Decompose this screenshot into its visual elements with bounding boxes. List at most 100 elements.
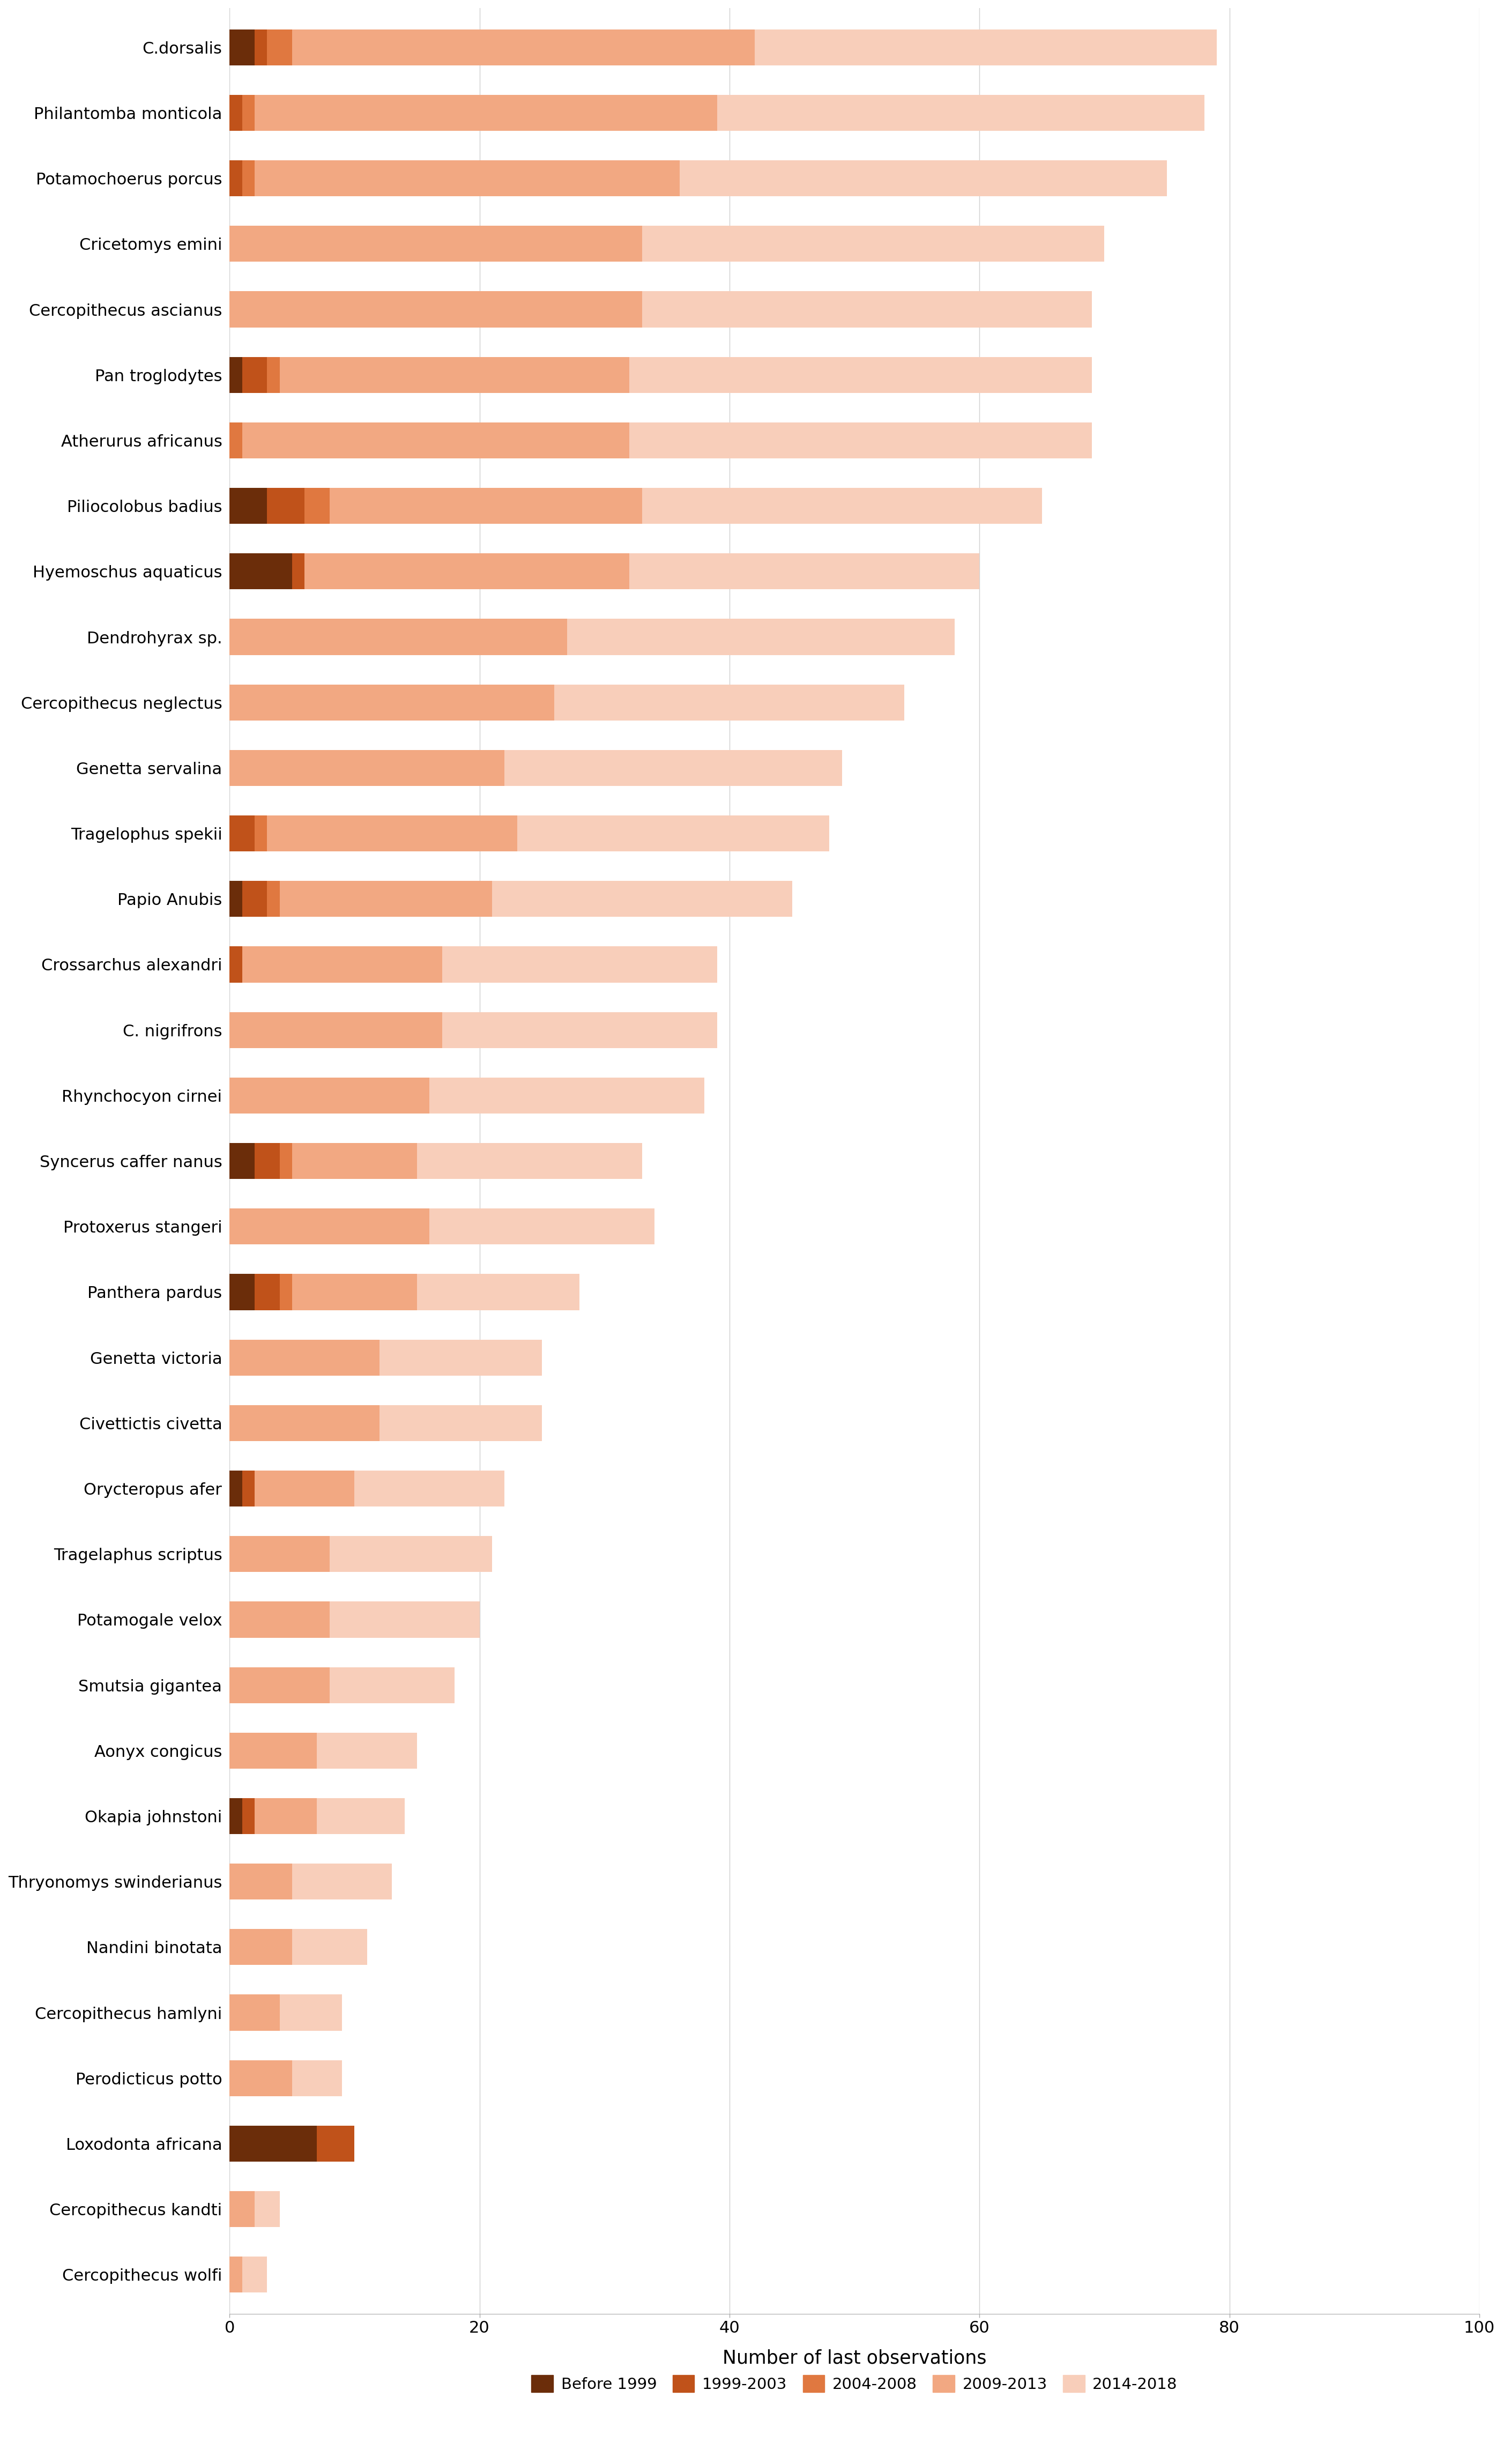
Bar [230,2126,317,2161]
Bar [630,554,980,589]
Bar [292,1274,416,1311]
Bar [329,1668,454,1703]
Bar [292,2060,343,2097]
X-axis label: Number of last observations: Number of last observations [723,2348,986,2368]
Bar [755,30,1217,67]
Bar [305,554,630,589]
Bar [230,946,242,983]
Bar [230,94,242,131]
Bar [567,618,954,655]
Bar [230,749,505,786]
Bar [254,1799,317,1833]
Bar [254,816,268,853]
Bar [254,2190,280,2227]
Bar [642,488,1042,525]
Bar [642,227,1105,261]
Bar [230,618,567,655]
Bar [230,1996,280,2030]
Bar [230,1207,430,1244]
Bar [630,357,1093,392]
Bar [280,1143,292,1178]
Legend: Before 1999, 1999-2003, 2004-2008, 2009-2013, 2014-2018: Before 1999, 1999-2003, 2004-2008, 2009-… [525,2368,1184,2397]
Bar [329,1602,479,1639]
Bar [268,30,292,67]
Bar [230,816,254,853]
Bar [242,357,268,392]
Bar [254,1143,280,1178]
Bar [430,1207,654,1244]
Bar [242,946,442,983]
Bar [416,1143,642,1178]
Bar [230,2190,254,2227]
Bar [268,882,280,917]
Bar [230,2257,242,2292]
Bar [280,1274,292,1311]
Bar [442,946,717,983]
Bar [230,1929,292,1966]
Bar [230,1013,442,1047]
Bar [230,554,292,589]
Bar [292,30,755,67]
Bar [491,882,792,917]
Bar [642,291,1093,328]
Bar [280,1996,343,2030]
Bar [268,357,280,392]
Bar [254,160,679,197]
Bar [280,882,491,917]
Bar [305,488,329,525]
Bar [630,421,1093,458]
Bar [230,1668,329,1703]
Bar [242,421,630,458]
Bar [230,1799,242,1833]
Bar [230,1732,317,1769]
Bar [329,488,642,525]
Bar [230,882,242,917]
Bar [442,1013,717,1047]
Bar [679,160,1166,197]
Bar [230,30,254,67]
Bar [230,685,555,719]
Bar [254,94,717,131]
Bar [555,685,905,719]
Bar [317,1732,416,1769]
Bar [254,30,268,67]
Bar [230,488,268,525]
Bar [380,1340,543,1375]
Bar [268,488,305,525]
Bar [430,1077,705,1114]
Bar [268,816,517,853]
Bar [317,1799,404,1833]
Bar [242,1471,254,1506]
Bar [329,1535,491,1572]
Bar [505,749,842,786]
Bar [230,2060,292,2097]
Bar [230,1471,242,1506]
Bar [242,1799,254,1833]
Bar [230,1274,254,1311]
Bar [380,1404,543,1441]
Bar [355,1471,505,1506]
Bar [242,160,254,197]
Bar [230,1143,254,1178]
Bar [242,94,254,131]
Bar [242,882,268,917]
Bar [230,1404,380,1441]
Bar [230,1077,430,1114]
Bar [416,1274,580,1311]
Bar [280,357,630,392]
Bar [292,554,305,589]
Bar [230,421,242,458]
Bar [292,1863,392,1900]
Bar [517,816,830,853]
Bar [254,1274,280,1311]
Bar [292,1929,367,1966]
Bar [230,1535,329,1572]
Bar [254,1471,355,1506]
Bar [717,94,1204,131]
Bar [242,2257,268,2292]
Bar [230,160,242,197]
Bar [230,227,642,261]
Bar [230,1340,380,1375]
Bar [230,1602,329,1639]
Bar [230,291,642,328]
